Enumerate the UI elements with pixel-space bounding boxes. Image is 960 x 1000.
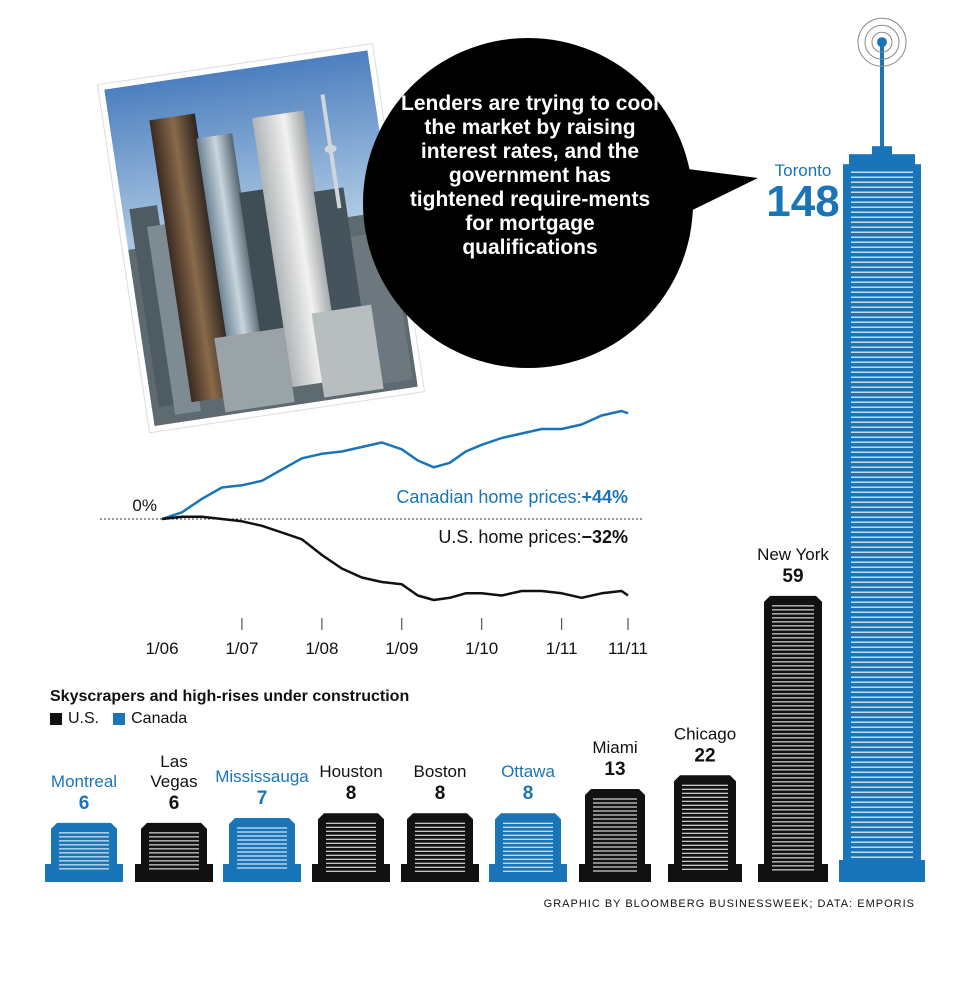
city-label: Ottawa bbox=[501, 762, 555, 781]
city-label: Toronto bbox=[775, 161, 832, 180]
x-tick-label: 11/11 bbox=[608, 639, 648, 658]
home-price-line-chart: 0% Canadian home prices:+44% U.S. home pri… bbox=[100, 409, 648, 658]
x-tick-label: 1/09 bbox=[385, 639, 418, 658]
building-bar bbox=[489, 813, 567, 882]
building-body bbox=[668, 775, 742, 882]
building-bar bbox=[45, 822, 123, 882]
tower-top bbox=[872, 146, 892, 157]
city-label: Las Vegas bbox=[150, 752, 197, 791]
building-bar bbox=[135, 822, 213, 882]
us-series-label: U.S. home prices:−32% bbox=[438, 527, 628, 547]
building-bar bbox=[401, 813, 479, 882]
city-label: Mississauga bbox=[215, 767, 309, 786]
source-credit: GRAPHIC BY BLOOMBERG BUSINESSWEEK; DATA:… bbox=[543, 898, 915, 910]
building-bar bbox=[579, 788, 651, 882]
value-label: 59 bbox=[782, 566, 803, 587]
value-label: 8 bbox=[523, 783, 534, 804]
zero-label: 0% bbox=[132, 496, 157, 515]
city-label: Boston bbox=[414, 762, 467, 781]
value-label: 8 bbox=[435, 783, 446, 804]
city-label: New York bbox=[757, 545, 829, 564]
antenna bbox=[880, 44, 884, 149]
x-tick-label: 1/10 bbox=[465, 639, 498, 658]
legend-label-us: U.S. bbox=[68, 710, 100, 727]
value-label: 6 bbox=[169, 793, 180, 814]
toronto-skyline-photo bbox=[96, 42, 426, 434]
value-label: 22 bbox=[694, 745, 715, 766]
legend-swatch-canada bbox=[113, 713, 126, 725]
x-tick-label: 1/11 bbox=[546, 639, 578, 658]
speech-bubble bbox=[363, 38, 758, 368]
building-bar bbox=[668, 775, 742, 882]
canada-price-line bbox=[161, 409, 629, 521]
antenna-tip bbox=[877, 37, 887, 48]
value-label: 13 bbox=[604, 759, 625, 780]
city-label: Miami bbox=[592, 738, 637, 757]
value-label: 7 bbox=[257, 788, 268, 809]
value-label: 8 bbox=[346, 783, 357, 804]
x-tick-label: 1/06 bbox=[145, 639, 178, 658]
city-label: Montreal bbox=[51, 772, 117, 791]
bar-chart-title: Skyscrapers and high-rises under constru… bbox=[50, 688, 410, 705]
city-label: Chicago bbox=[674, 724, 736, 743]
tower-base-right bbox=[919, 860, 925, 882]
city-label: Houston bbox=[319, 762, 382, 781]
building-bar bbox=[758, 595, 828, 882]
bar-chart-legend: U.S. Canada bbox=[50, 710, 187, 728]
tower-base-left bbox=[839, 860, 845, 882]
canada-series-label: Canadian home prices:+44% bbox=[396, 487, 628, 507]
building-body bbox=[758, 595, 828, 882]
building-body bbox=[223, 818, 301, 882]
callout-text: Lenders are trying to cool the market by… bbox=[401, 92, 659, 259]
legend-swatch-us bbox=[50, 713, 62, 725]
tower-cap bbox=[849, 154, 915, 167]
us-price-line bbox=[161, 515, 629, 602]
signal-ring bbox=[857, 17, 907, 67]
building-bar bbox=[312, 813, 390, 882]
legend-label-canada: Canada bbox=[131, 710, 188, 727]
x-tick-label: 1/07 bbox=[225, 639, 258, 658]
signal-ring bbox=[864, 24, 900, 60]
x-tick-label: 1/08 bbox=[305, 639, 338, 658]
building-bar bbox=[839, 17, 925, 882]
building-bar bbox=[223, 818, 301, 882]
signal-ring bbox=[871, 31, 893, 53]
value-label: 148 bbox=[766, 177, 839, 226]
value-label: 6 bbox=[79, 793, 90, 814]
